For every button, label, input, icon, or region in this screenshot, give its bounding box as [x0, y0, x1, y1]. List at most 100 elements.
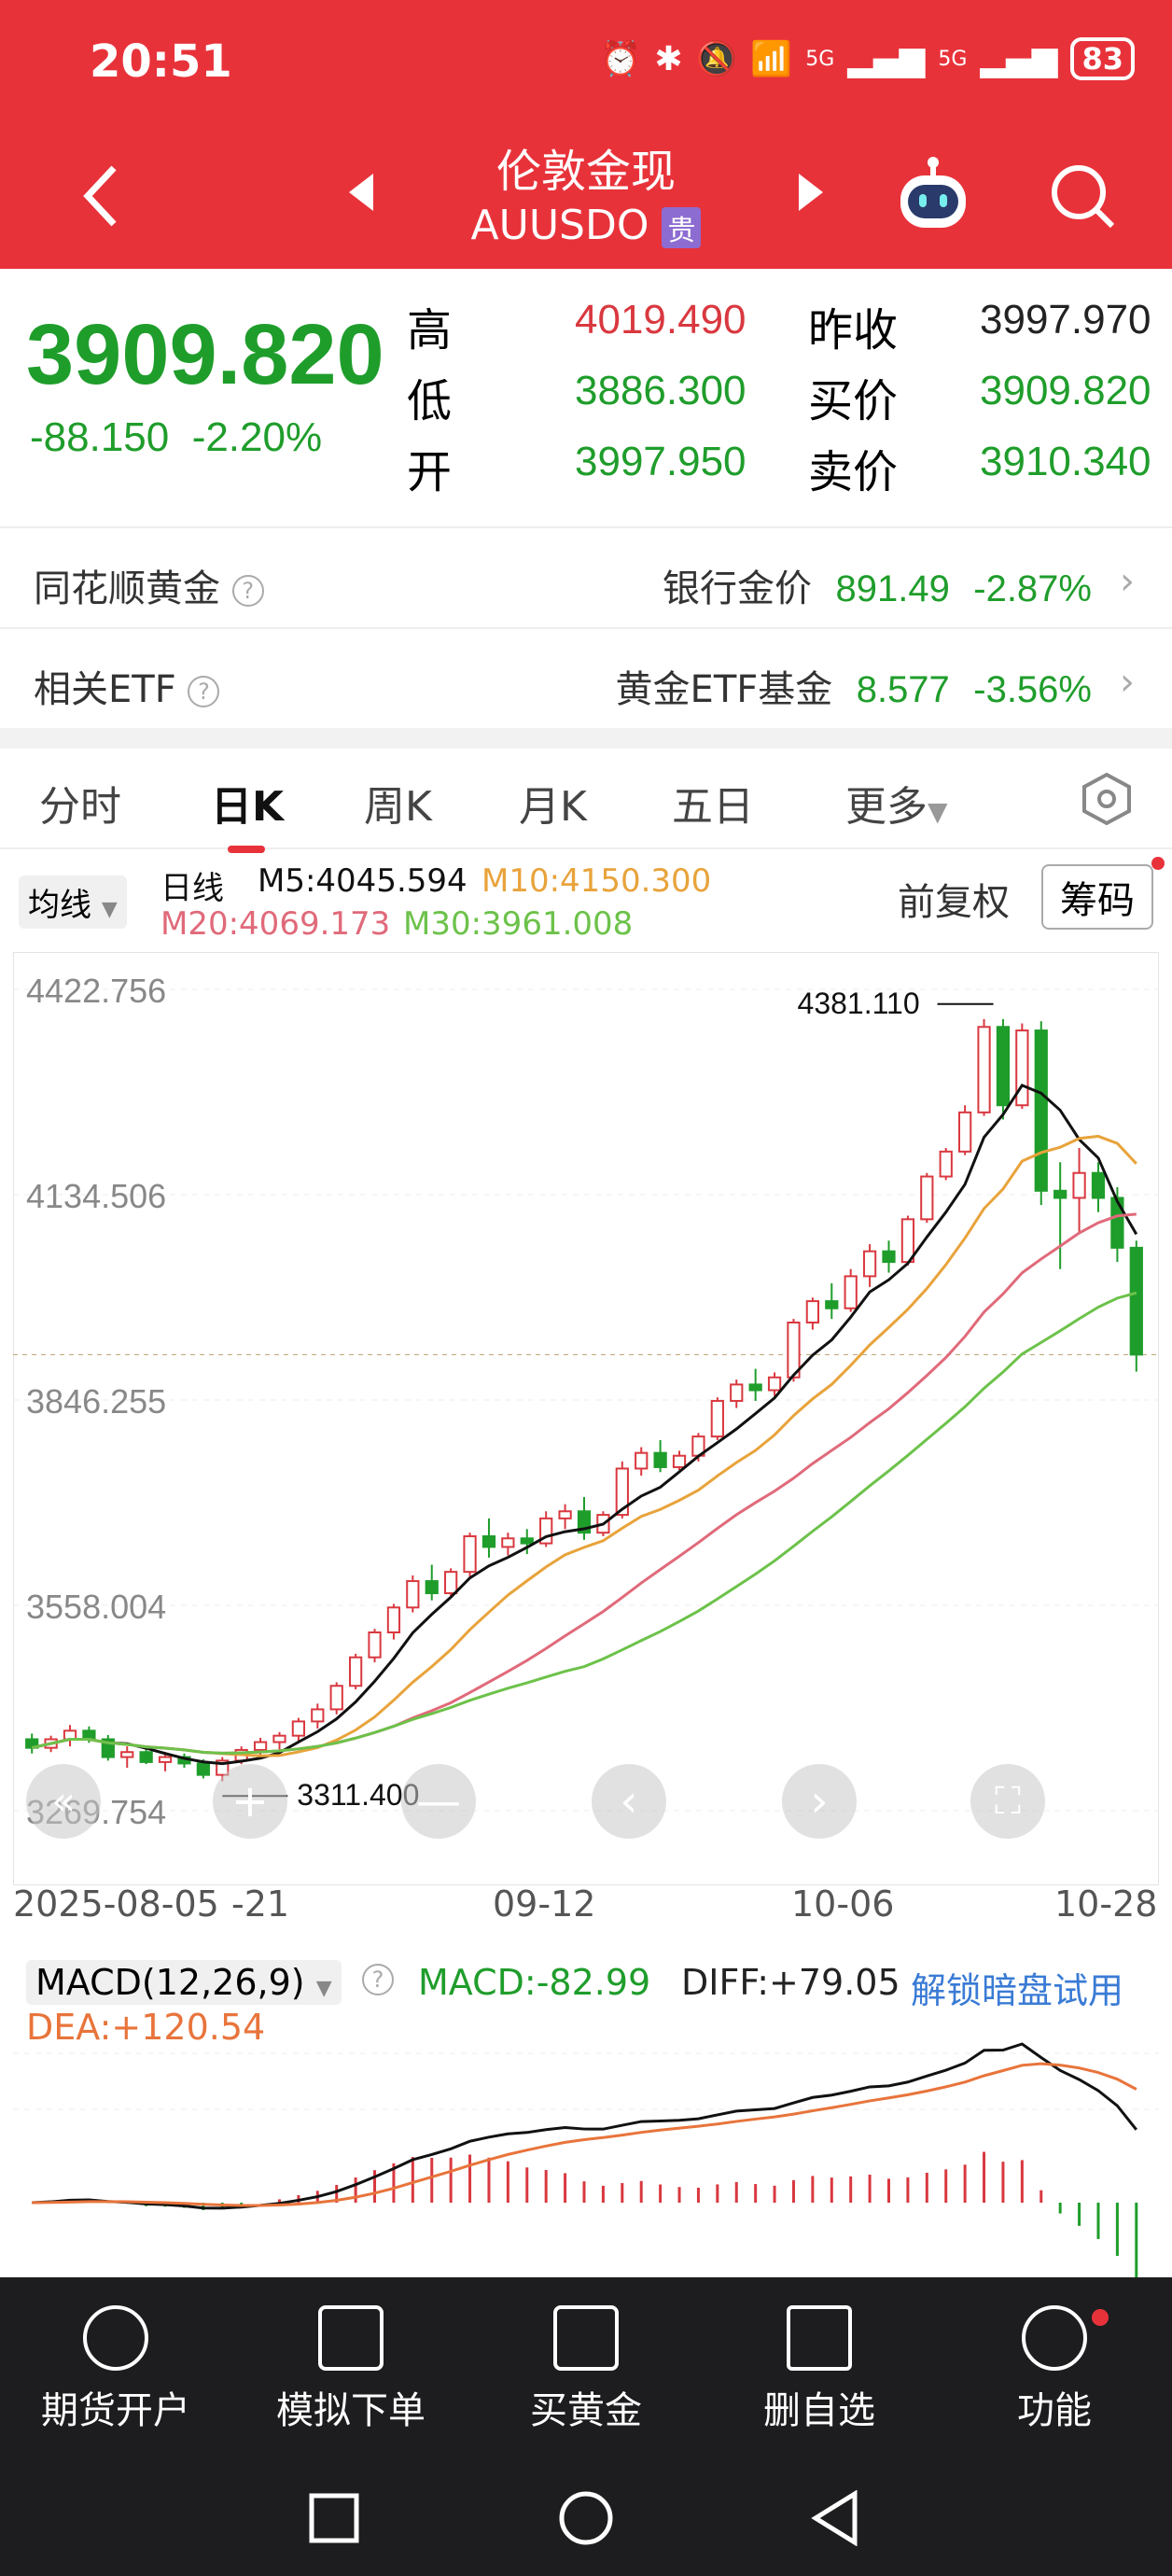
- ma-dropdown-label: 均线: [28, 887, 91, 924]
- fullscreen-icon: ⛶: [995, 1780, 1021, 1823]
- settings-hexagon-icon[interactable]: [1079, 771, 1135, 827]
- tab-more[interactable]: 更多▼: [845, 773, 948, 833]
- low-value: 3886.300: [575, 368, 746, 413]
- help-icon[interactable]: ?: [231, 575, 264, 607]
- network-label-1: 5G: [805, 47, 835, 71]
- candle-body: [1110, 1197, 1124, 1249]
- candle-body: [520, 1537, 534, 1545]
- tab-intraday[interactable]: 分时: [39, 783, 121, 831]
- double-left-icon: «: [51, 1778, 76, 1824]
- x-tick: 10-28: [1054, 1883, 1158, 1925]
- tab-five-day[interactable]: 五日: [672, 783, 754, 831]
- candle-body: [558, 1510, 572, 1519]
- caret-down-icon: ▼: [315, 1977, 332, 2000]
- etf-label: 相关ETF: [34, 668, 176, 711]
- tab-weekly-k[interactable]: 周K: [364, 783, 432, 831]
- recents-icon[interactable]: [308, 2492, 360, 2544]
- futures-account-label: 期货开户: [41, 2389, 190, 2432]
- candle-body: [1034, 1029, 1048, 1192]
- tab-monthly-k[interactable]: 月K: [519, 783, 587, 831]
- chevron-right-icon: ›: [810, 1775, 829, 1827]
- prev-instrument-icon[interactable]: [345, 172, 379, 213]
- candle-body: [463, 1534, 477, 1574]
- price-change: -88.150 -2.20%: [30, 414, 322, 461]
- ma-legend: 均线 ▼ 日线 M5:4045.594 M10:4150.300 M20:406…: [0, 849, 1172, 952]
- next-bar-button[interactable]: ›: [782, 1764, 857, 1839]
- network-label-2: 5G: [938, 47, 968, 71]
- functions-button[interactable]: 功能: [961, 2305, 1148, 2434]
- candle-body: [348, 1656, 363, 1687]
- x-tick: 10-06: [791, 1883, 895, 1925]
- remove-watchlist-button[interactable]: 删自选: [726, 2305, 913, 2434]
- instrument-name: 伦敦金现: [495, 146, 676, 198]
- candle-body: [481, 1534, 496, 1548]
- adjust-mode[interactable]: 前复权: [898, 881, 1010, 924]
- etf-fund-value: 8.577: [856, 669, 950, 710]
- assistant-robot-icon[interactable]: [891, 153, 975, 237]
- candle-body: [920, 1175, 934, 1221]
- home-icon[interactable]: [558, 2490, 614, 2546]
- prev-close-key: 昨收: [808, 304, 899, 357]
- back-nav-icon[interactable]: [808, 2490, 864, 2546]
- tab-more-label: 更多: [845, 783, 928, 831]
- candle-body: [748, 1383, 762, 1392]
- menu-icon: [1022, 2305, 1087, 2371]
- etf-fund-label: 黄金ETF基金: [615, 668, 833, 711]
- candle-body: [862, 1250, 877, 1278]
- search-icon[interactable]: [1045, 159, 1120, 233]
- bid-value: 3909.820: [980, 368, 1151, 413]
- status-icons: ⏰ ✱ 🔕 📶 5G ▂▄▆ 5G ▂▄▆ 83: [600, 37, 1135, 80]
- diff-line: [32, 2042, 1137, 2210]
- help-icon[interactable]: ?: [188, 676, 220, 707]
- simulated-order-button[interactable]: 模拟下单: [258, 2305, 444, 2434]
- ma20-value: M20:4069.173: [160, 905, 391, 943]
- ma10-value: M10:4150.300: [481, 862, 712, 900]
- tab-daily-k[interactable]: 日K: [211, 773, 284, 853]
- candle-body: [825, 1300, 839, 1309]
- candle-body: [844, 1275, 858, 1309]
- notification-dot: [1151, 857, 1165, 870]
- x-tick: 09-12: [493, 1883, 596, 1925]
- candle-body: [368, 1631, 382, 1659]
- macd-value: MACD:-82.99: [418, 1962, 651, 2003]
- y-tick-label: 3558.004: [26, 1588, 166, 1626]
- bank-price-label: 银行金价: [663, 567, 813, 610]
- bank-gold-row[interactable]: 同花顺黄金 ? 银行金价 891.49 -2.87% ›: [0, 526, 1172, 627]
- simulated-order-label: 模拟下单: [276, 2389, 426, 2432]
- buy-gold-button[interactable]: 买黄金: [493, 2305, 679, 2434]
- kline-type: 日线: [160, 870, 224, 907]
- candle-body: [501, 1537, 515, 1548]
- chips-button[interactable]: 筹码: [1041, 864, 1153, 930]
- candle-body: [272, 1734, 286, 1743]
- notification-dot: [1092, 2309, 1109, 2326]
- zoom-out-button[interactable]: —: [401, 1764, 476, 1839]
- next-instrument-icon[interactable]: [793, 172, 827, 213]
- scroll-left-button[interactable]: «: [26, 1764, 101, 1839]
- candle-body: [939, 1150, 953, 1178]
- help-icon[interactable]: ?: [362, 1964, 394, 1995]
- candle-body: [787, 1322, 801, 1379]
- nav-bar: 伦敦金现 AUUSDO 贵: [0, 131, 1172, 269]
- candle-body: [882, 1250, 896, 1264]
- alarm-icon: ⏰: [599, 40, 642, 78]
- y-tick-label: 4134.506: [26, 1177, 166, 1215]
- remove-watchlist-label: 删自选: [763, 2389, 875, 2432]
- futures-account-button[interactable]: 期货开户: [22, 2305, 209, 2434]
- battery-indicator: 83: [1070, 37, 1135, 80]
- ma30-line: [31, 1291, 1137, 1755]
- open-key: 开: [407, 446, 453, 498]
- ask-key: 卖价: [808, 446, 899, 498]
- etf-row[interactable]: 相关ETF ? 黄金ETF基金 8.577 -3.56% ›: [0, 627, 1172, 728]
- candle-body: [767, 1376, 782, 1392]
- prev-bar-button[interactable]: ‹: [592, 1764, 666, 1839]
- high-key: 高: [407, 304, 453, 357]
- back-icon[interactable]: [75, 159, 131, 233]
- candlestick-chart[interactable]: 4422.7564134.5063846.2553558.0043269.754…: [13, 952, 1159, 1885]
- candle-body: [730, 1383, 744, 1402]
- candle-body: [1053, 1189, 1067, 1199]
- unlock-link[interactable]: 解锁暗盘试用: [911, 1970, 1124, 2011]
- fullscreen-button[interactable]: ⛶: [970, 1764, 1045, 1839]
- macd-dropdown[interactable]: MACD(12,26,9) ▼: [26, 1960, 342, 2005]
- ma-dropdown[interactable]: 均线 ▼: [19, 875, 127, 929]
- zoom-in-button[interactable]: +: [213, 1764, 287, 1839]
